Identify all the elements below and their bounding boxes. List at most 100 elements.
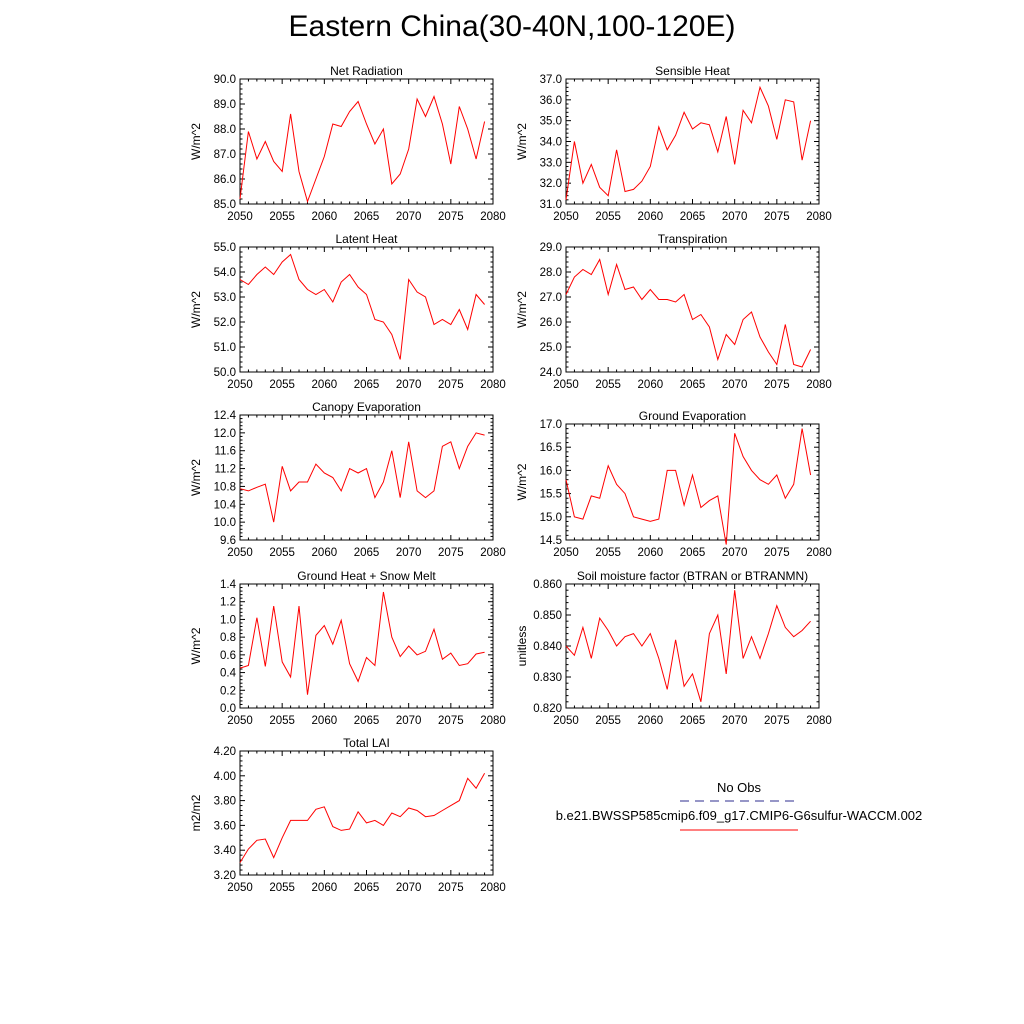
y-tick-label: 16.5 [540, 442, 562, 454]
y-tick-label: 11.2 [214, 464, 236, 476]
x-tick-label: 2075 [438, 715, 464, 727]
x-tick-label: 2065 [354, 715, 380, 727]
series-line [565, 258, 812, 368]
x-tick-label: 2065 [680, 547, 706, 559]
y-tick-label: 4.20 [214, 746, 236, 758]
y-tick-label: 89.0 [214, 99, 236, 111]
x-tick-label: 2055 [595, 715, 621, 727]
y-tick-label: 0.4 [220, 668, 237, 680]
x-tick-label: 2050 [227, 211, 253, 223]
plot-frame [239, 78, 494, 205]
panel-title: Ground Heat + Snow Melt [297, 569, 436, 583]
y-tick-label: 9.6 [220, 535, 236, 547]
x-tick-label: 2060 [638, 715, 664, 727]
y-tick-label: 29.0 [540, 242, 562, 254]
x-tick-label: 2050 [227, 882, 253, 894]
x-tick-label: 2070 [396, 715, 422, 727]
x-tick-label: 2050 [227, 379, 253, 391]
panel-9: Total LAI m2/m2 3.20 3.40 3.60 3.80 4.00 4.20 20… [189, 736, 506, 894]
x-tick-label: 2060 [312, 547, 338, 559]
y-tick-label: 3.20 [214, 870, 236, 882]
y-tick-label: 0.6 [220, 650, 236, 662]
series-line [239, 95, 486, 204]
y-tick-label: 10.4 [214, 499, 237, 511]
legend-label-obs: No Obs [717, 780, 762, 795]
x-tick-label: 2070 [722, 379, 748, 391]
y-tick-label: 24.0 [540, 367, 562, 379]
y-tick-label: 1.4 [220, 579, 237, 591]
series-line [239, 432, 485, 523]
panel-3: Latent Heat W/m^2 50.0 51.0 52.0 53.0 54.0 55.0… [189, 232, 506, 391]
plot-frame [565, 78, 820, 205]
x-tick-label: 2075 [438, 882, 464, 894]
legend: No Obs b.e21.BWSSP585cmip6.f09_g17.CMIP6-… [556, 780, 923, 831]
x-tick-label: 2050 [227, 715, 253, 727]
y-axis-label: unitless [515, 626, 529, 667]
x-tick-label: 2055 [595, 547, 621, 559]
legend-label-model: b.e21.BWSSP585cmip6.f09_g17.CMIP6-G6sulf… [556, 808, 923, 823]
x-tick-label: 2055 [269, 882, 295, 894]
y-tick-label: 53.0 [214, 292, 236, 304]
y-axis-label: W/m^2 [515, 123, 529, 160]
y-tick-label: 0.830 [533, 672, 562, 684]
y-tick-label: 90.0 [214, 74, 236, 86]
x-tick-label: 2050 [227, 547, 253, 559]
y-axis-label: W/m^2 [189, 459, 203, 496]
x-tick-label: 2065 [354, 211, 380, 223]
x-tick-label: 2080 [480, 379, 506, 391]
x-tick-label: 2060 [312, 211, 338, 223]
series-line [565, 428, 812, 545]
series-line [565, 85, 812, 200]
series-line [239, 591, 485, 695]
y-tick-label: 3.60 [214, 820, 236, 832]
y-tick-label: 26.0 [540, 317, 562, 329]
x-tick-label: 2075 [764, 379, 790, 391]
y-tick-label: 15.0 [540, 512, 562, 524]
x-tick-label: 2060 [312, 715, 338, 727]
y-tick-label: 32.0 [540, 178, 562, 190]
panel-8: Soil moisture factor (BTRAN or BTRANMN) u… [515, 569, 832, 727]
panel-title: Ground Evaporation [639, 409, 746, 423]
y-tick-label: 3.80 [214, 796, 236, 808]
y-tick-label: 0.820 [533, 703, 562, 715]
x-tick-label: 2080 [806, 547, 832, 559]
panel-4: Transpiration W/m^2 24.0 25.0 26.0 27.0 28.0 29… [515, 232, 832, 391]
y-axis-label: W/m^2 [515, 291, 529, 328]
x-tick-label: 2065 [680, 379, 706, 391]
y-tick-label: 54.0 [214, 267, 236, 279]
y-tick-label: 15.5 [540, 489, 562, 501]
y-tick-label: 1.2 [220, 597, 236, 609]
x-tick-label: 2070 [396, 211, 422, 223]
y-tick-label: 0.840 [533, 641, 562, 653]
y-tick-label: 35.0 [540, 116, 562, 128]
y-tick-label: 4.00 [214, 771, 236, 783]
plot-frame [565, 246, 820, 373]
y-tick-label: 27.0 [540, 292, 562, 304]
x-tick-label: 2055 [269, 547, 295, 559]
panel-5: Canopy Evaporation W/m^2 9.6 10.0 10.4 10.8 11… [189, 400, 506, 559]
y-tick-label: 88.0 [214, 124, 236, 136]
x-tick-label: 2060 [312, 882, 338, 894]
panel-title: Latent Heat [335, 232, 398, 246]
y-axis-label: m2/m2 [189, 794, 203, 831]
x-tick-label: 2070 [396, 882, 422, 894]
plot-frame [239, 750, 494, 876]
y-tick-label: 3.40 [214, 845, 236, 857]
x-tick-label: 2075 [438, 379, 464, 391]
x-tick-label: 2055 [595, 379, 621, 391]
x-tick-label: 2050 [553, 547, 579, 559]
y-tick-label: 0.0 [220, 703, 236, 715]
y-tick-label: 11.6 [214, 446, 236, 458]
y-tick-label: 14.5 [540, 535, 562, 547]
y-tick-label: 50.0 [214, 367, 236, 379]
x-tick-label: 2050 [553, 715, 579, 727]
y-tick-label: 36.0 [540, 95, 562, 107]
x-tick-label: 2055 [269, 715, 295, 727]
x-tick-label: 2080 [806, 211, 832, 223]
y-tick-label: 85.0 [214, 199, 236, 211]
panel-title: Soil moisture factor (BTRAN or BTRANMN) [577, 569, 808, 583]
x-tick-label: 2080 [480, 715, 506, 727]
panel-title: Transpiration [658, 232, 728, 246]
y-tick-label: 86.0 [214, 174, 236, 186]
